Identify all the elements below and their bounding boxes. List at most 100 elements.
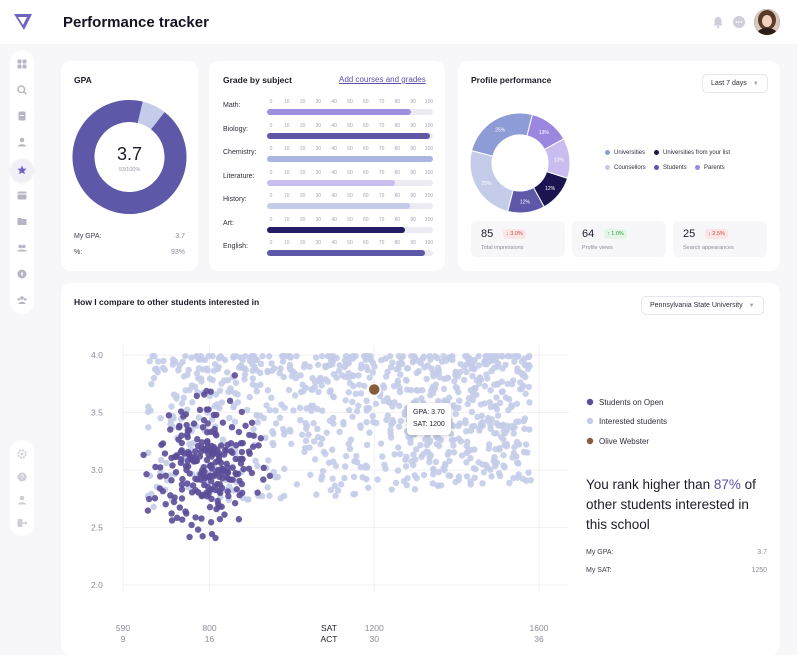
interested-student-point [254, 418, 261, 426]
student-on-open-point [203, 456, 211, 464]
compare-legend-label: Olive Webster [599, 437, 649, 446]
interested-student-point [471, 356, 478, 364]
tick-label: 90 [410, 99, 416, 105]
interested-student-point [461, 352, 469, 360]
interested-student-point [420, 471, 428, 479]
interested-student-point [357, 463, 364, 471]
profile-icon[interactable] [17, 495, 27, 505]
interested-student-point [527, 477, 534, 484]
settings-icon[interactable] [17, 449, 27, 459]
interested-student-point [186, 386, 193, 394]
interested-student-point [437, 482, 445, 489]
gpa-ring-fill [72, 100, 187, 214]
interested-student-point [225, 388, 232, 396]
interested-student-point [193, 352, 200, 360]
bell-icon[interactable] [711, 15, 725, 29]
interested-student-point [446, 353, 453, 361]
interested-student-point [350, 490, 357, 498]
interested-student-point [336, 428, 343, 436]
subject-bar-track [267, 132, 433, 139]
logo-icon [14, 14, 32, 30]
interested-student-point [500, 452, 507, 459]
interested-student-point [301, 448, 308, 456]
profile-legend-item: Students [654, 165, 687, 171]
interested-student-point [413, 474, 420, 482]
tick-label: 90 [410, 240, 416, 246]
tick-label: 30 [315, 240, 322, 246]
interested-student-point [318, 382, 325, 389]
interested-student-point [243, 406, 251, 414]
interested-student-point [522, 390, 529, 397]
interested-student-point [417, 441, 424, 449]
profile-legend-item: Counsellors [605, 165, 646, 171]
interested-student-point [297, 372, 304, 379]
search-icon[interactable] [17, 85, 27, 95]
tick-label: 90 [410, 216, 416, 223]
add-courses-link[interactable]: Add courses and grades [339, 75, 426, 84]
interested-student-point [346, 354, 353, 361]
interested-student-point [504, 352, 512, 360]
interested-student-point [469, 372, 476, 380]
interested-student-point [510, 425, 517, 432]
folder-icon[interactable] [17, 216, 27, 226]
student-on-open-point [145, 495, 153, 503]
document-icon[interactable] [17, 111, 27, 121]
interested-student-point [426, 352, 433, 360]
team-icon[interactable] [17, 295, 27, 305]
donut-slice [469, 150, 514, 213]
student-on-open-point [233, 486, 241, 493]
group-icon[interactable] [17, 243, 27, 253]
gpa-ring-chart [72, 100, 187, 214]
interested-student-point [252, 457, 259, 465]
interested-student-point [307, 471, 314, 479]
logout-icon[interactable] [17, 518, 27, 528]
university-dropdown[interactable]: Pennsylvania State University ▼ [641, 296, 764, 315]
star-icon[interactable] [17, 165, 27, 175]
interested-student-point [297, 416, 304, 424]
interested-student-point [380, 384, 388, 391]
tick-label: 90 [410, 146, 416, 152]
interested-student-point [345, 374, 353, 381]
help-icon[interactable]: ? [17, 472, 27, 482]
interested-student-point [330, 414, 337, 421]
user-icon[interactable] [17, 137, 27, 147]
profile-donut-chart: 13% 13% 12% 12% 25% 25% [469, 112, 571, 214]
chat-icon[interactable] [732, 15, 746, 29]
legend-label: Counsellors [614, 165, 646, 172]
interested-student-point [332, 492, 339, 499]
interested-student-point [486, 399, 494, 406]
interested-student-point [407, 439, 414, 446]
interested-student-point [464, 400, 471, 408]
student-on-open-point [210, 450, 217, 458]
interested-student-point [403, 481, 410, 489]
interested-student-point [397, 417, 405, 425]
student-on-open-point [238, 448, 246, 456]
student-on-open-point [236, 492, 243, 499]
student-on-open-point [216, 450, 223, 457]
compass-icon[interactable] [17, 269, 27, 279]
interested-student-point [452, 383, 460, 391]
interested-student-point [302, 437, 310, 444]
interested-student-point [510, 430, 517, 437]
tick-label: 20 [299, 146, 306, 152]
donut-slice [470, 112, 533, 157]
subject-bar-track [267, 179, 433, 186]
stat-label: Search appearances [683, 245, 734, 251]
interested-student-point [481, 358, 488, 365]
tick-label: 70 [378, 240, 385, 246]
calendar-icon[interactable] [17, 190, 27, 200]
interested-student-point [426, 458, 433, 466]
interested-student-point [157, 414, 164, 422]
tick-label: 60 [363, 122, 369, 129]
interested-student-point [488, 367, 495, 375]
interested-student-point [344, 359, 352, 366]
interested-student-point [480, 469, 488, 476]
interested-student-point [337, 481, 345, 488]
interested-student-point [512, 352, 520, 360]
user-avatar[interactable] [754, 9, 780, 35]
period-dropdown[interactable]: Last 7 days ▼ [702, 74, 768, 93]
interested-student-point [395, 423, 403, 430]
interested-student-point [467, 386, 474, 394]
grid-icon[interactable] [17, 59, 27, 69]
stat-delta-badge: ↓ 3.0% [503, 229, 526, 239]
